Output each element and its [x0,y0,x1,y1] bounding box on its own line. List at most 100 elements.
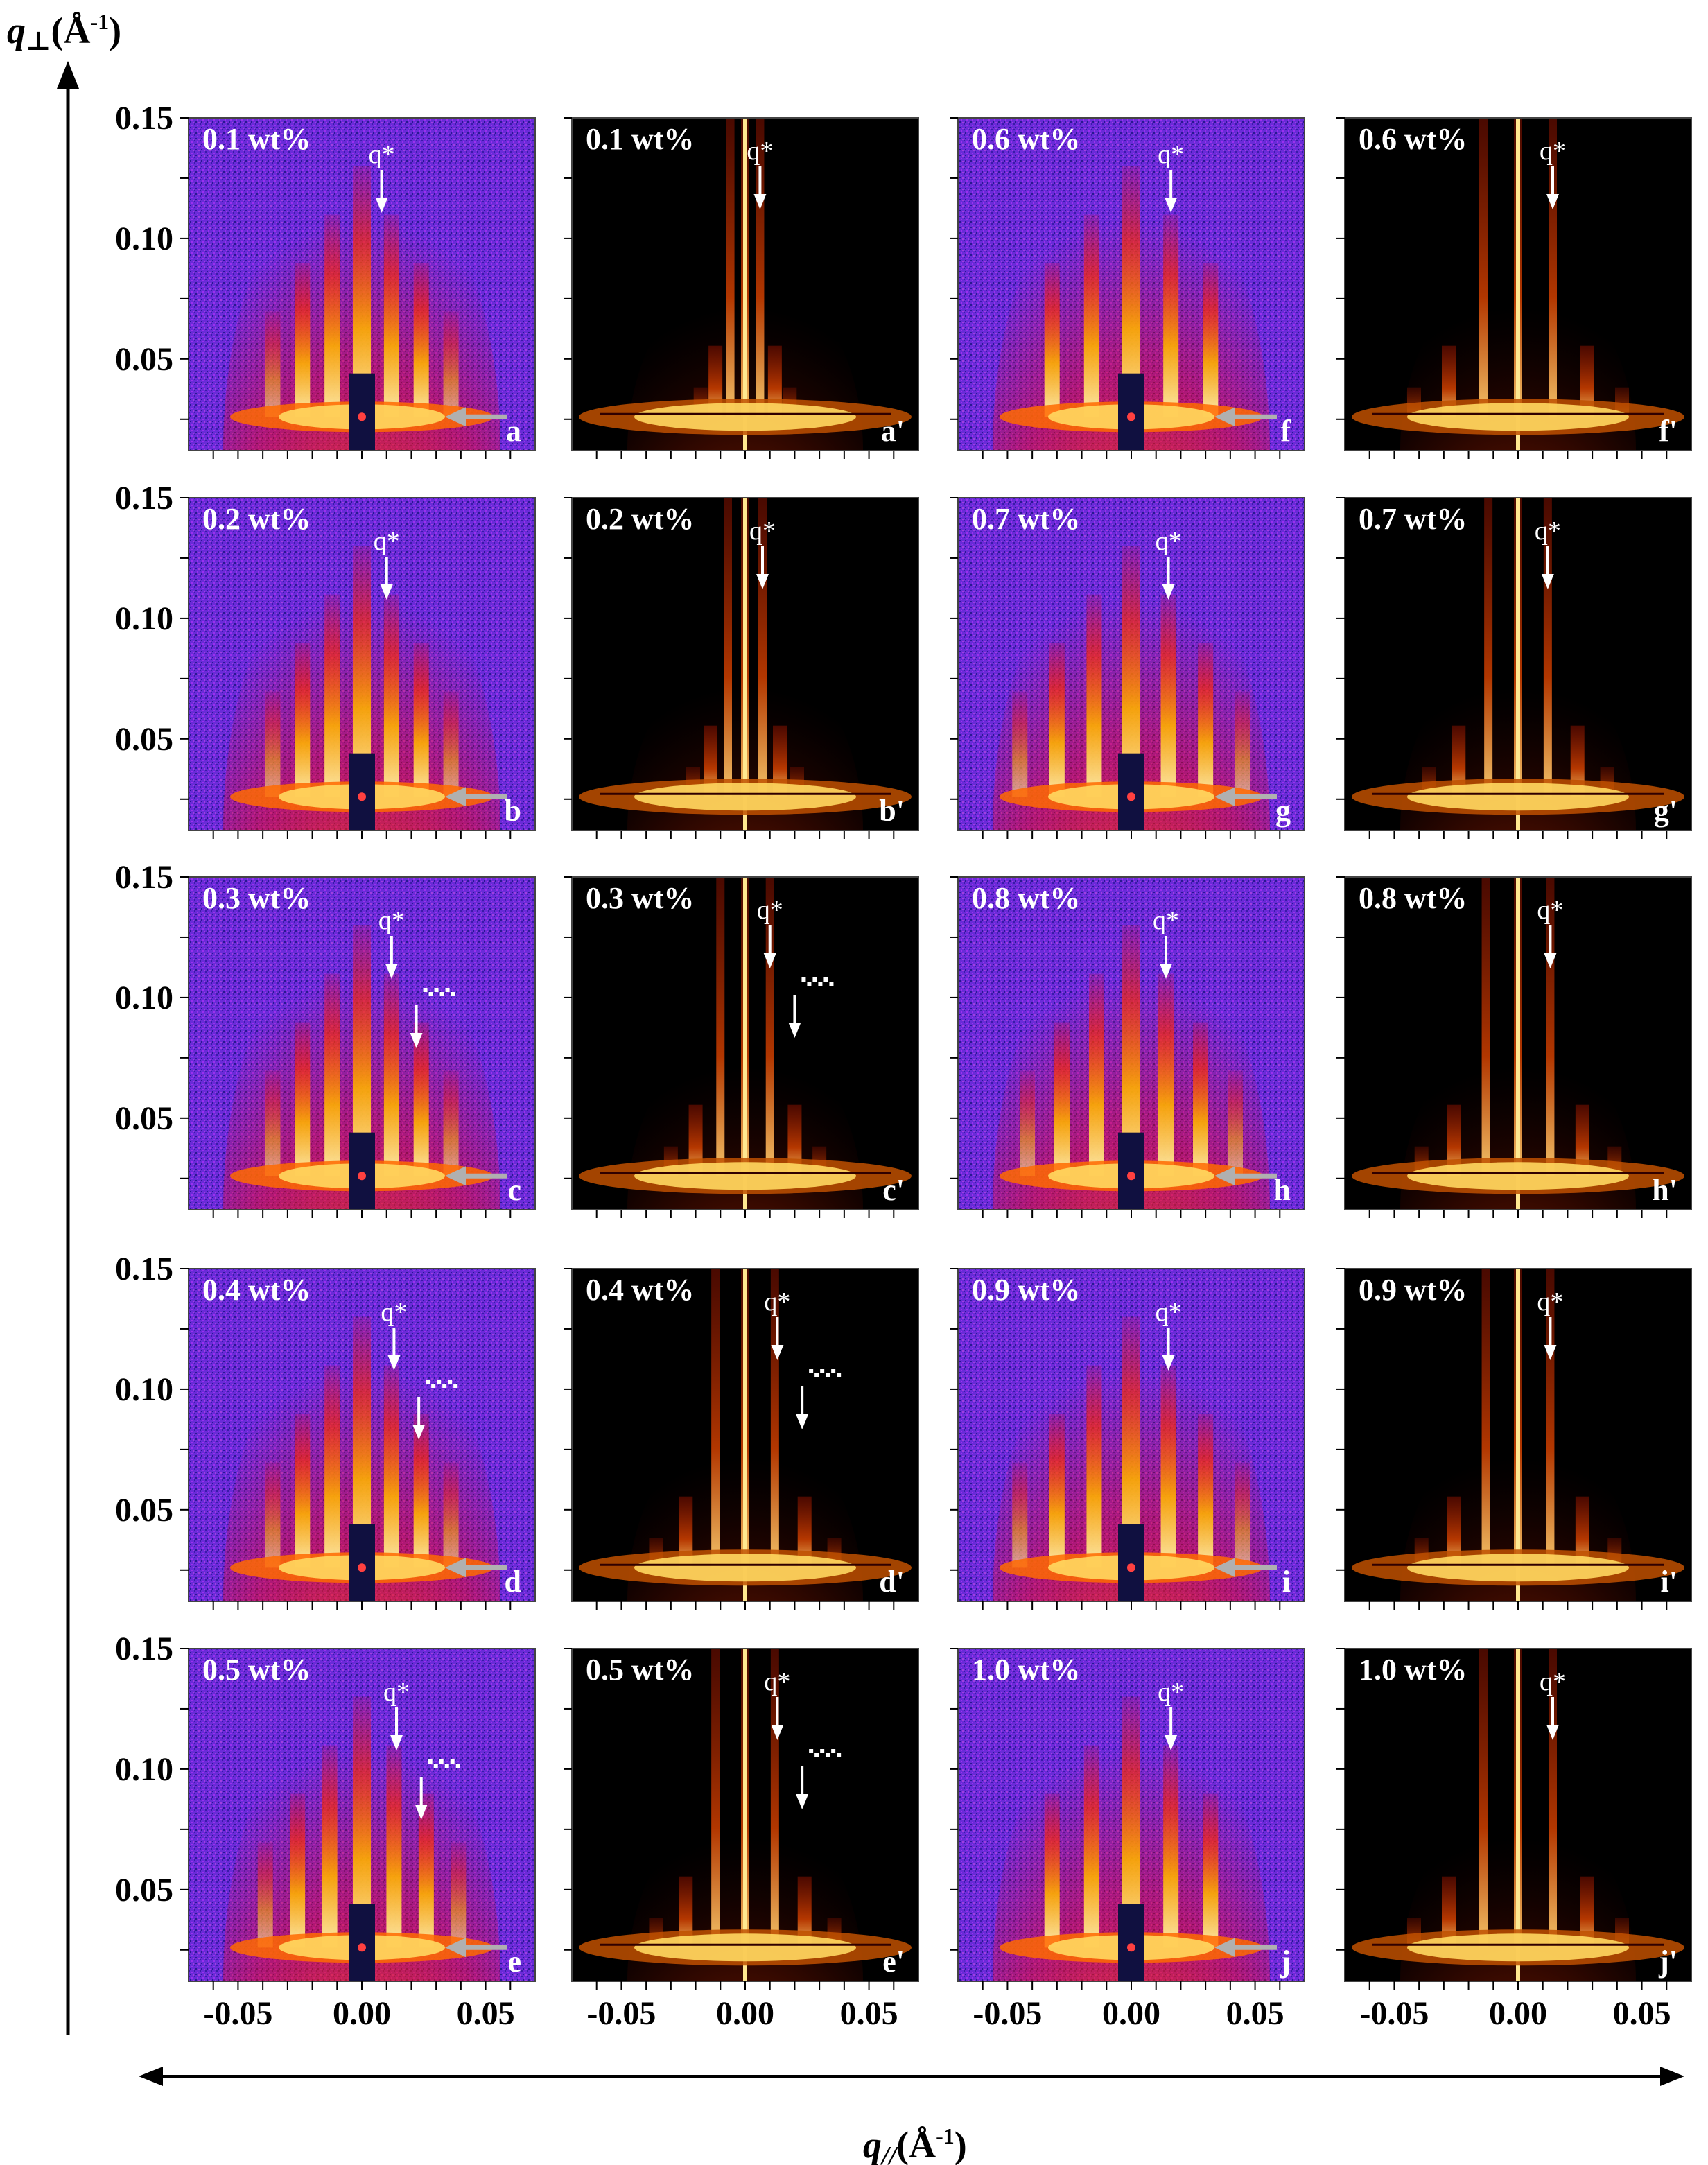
svg-text:q//(Å-1): q//(Å-1) [863,2123,967,2165]
scattering-rod [704,725,717,797]
direct-beam-spot [358,1563,366,1572]
panel-image [1345,1649,1691,1981]
yoneda-band-core [1407,783,1629,811]
panel-f: 0.6 wt% f q* [950,117,1305,459]
scattering-rod [1452,725,1466,797]
second-peak-mark [807,982,812,986]
scattering-rod [295,1022,311,1176]
scattering-rod [1580,1876,1594,1948]
scattering-rod [386,1745,402,1948]
panel-d: 0.4 wt% d q* [180,1268,536,1610]
qstar-label: q* [747,137,773,166]
scattering-rod [1086,594,1102,797]
panel-image [572,877,918,1210]
panel-image [572,498,918,831]
y-tick-label: 0.05 [115,1492,173,1529]
scattering-rod [1442,1876,1456,1948]
yoneda-band-core [634,403,856,431]
y-tick-label: 0.10 [115,980,173,1016]
yoneda-band-core [634,1554,856,1582]
qstar-label: q* [383,1678,410,1707]
panel-image [189,1649,535,1981]
qstar-label: q* [1540,137,1566,166]
second-peak-arrowhead [788,1023,801,1038]
scattering-rod [679,1876,693,1948]
x-axis-title: q//(Å-1) [863,2123,967,2165]
concentration-label: 0.5 wt% [586,1653,694,1687]
scattering-rod [322,1745,338,1948]
x-tick-label: -0.05 [586,1995,656,2032]
second-peak-mark [837,1373,842,1377]
panel-e: 0.5 wt% e q* [180,1648,536,1990]
scattering-rod [443,1070,459,1176]
second-peak-mark [439,1759,444,1764]
yoneda-arrowhead [445,1558,466,1578]
concentration-label: 0.3 wt% [202,881,311,915]
scattering-rod [724,498,732,797]
panel-letter: g' [1654,794,1678,828]
scattering-rod [1543,498,1552,797]
second-peak-mark [455,1764,460,1768]
qstar-arrowhead [390,1735,403,1750]
specular-line [1516,1269,1520,1601]
yoneda-arrowhead [1214,1166,1235,1186]
qstar-arrowhead [771,1725,784,1740]
panel-image [958,498,1305,831]
qstar-label: q* [1535,516,1561,546]
panel-image [1345,118,1691,451]
scattering-rod [324,1365,340,1568]
second-peak-mark [814,1753,819,1757]
beamstop [349,753,375,831]
second-peak-mark [442,1384,447,1388]
second-peak-mark [444,1764,449,1768]
panel-e-prime: 0.5 wt% e' q* [564,1648,919,1990]
yoneda-band-core [1407,1933,1629,1962]
qstar-label: q* [1156,1298,1182,1327]
scattering-rod [1546,1269,1555,1568]
panel-h-prime: 0.8 wt% h' q* [1336,876,1692,1218]
panel-letter: i [1282,1565,1291,1599]
scattering-rod [451,1842,467,1948]
second-peak-mark [829,982,834,986]
second-peak-mark [431,1384,436,1388]
second-peak-mark [809,1749,814,1753]
y-tick-label: 0.10 [115,1371,173,1408]
qstar-label: q* [1537,896,1563,925]
scattering-rod [265,1070,281,1176]
x-tick-label: 0.00 [1489,1995,1547,2032]
panel-a-prime: 0.1 wt% a' q* [564,117,919,459]
panel-f-prime: 0.6 wt% f' q* [1336,117,1692,459]
second-peak-mark [814,1373,819,1377]
second-peak-mark [448,1380,453,1384]
second-peak-arrowhead [796,1414,809,1429]
x-tick-labels: -0.05 0.00 0.05 -0.05 0.00 0.05 -0.05 0.00 0.05 -… [203,1995,1671,2032]
concentration-label: 0.7 wt% [1359,502,1467,536]
scattering-rod [1235,1462,1250,1568]
qstar-label: q* [1158,1678,1184,1707]
scattering-rod [383,594,399,797]
y-tick-label: 0.15 [115,1251,173,1287]
svg-text:q⊥(Å-1): q⊥(Å-1) [7,9,121,56]
y-axis-title-main: q [7,10,26,51]
qstar-label: q* [1156,527,1182,556]
panel-letter: b [505,794,521,828]
scattering-rod [265,691,281,797]
x-tick-label: 0.05 [457,1995,515,2032]
scattering-rod [383,214,399,417]
direct-beam-spot [1127,1563,1135,1572]
y-tick-label: 0.10 [115,600,173,637]
yoneda-band-core [1407,1162,1629,1190]
qstar-arrowhead [385,964,398,979]
scattering-rod [711,1649,720,1948]
x-tick-label: -0.05 [973,1995,1042,2032]
scattering-rod [765,877,774,1176]
scattering-rod [383,1365,399,1568]
yoneda-band-core [634,783,856,811]
direct-beam-spot [1127,412,1135,421]
concentration-label: 0.7 wt% [972,502,1080,536]
yoneda-arrowhead [445,787,466,807]
qstar-label: q* [381,1298,407,1327]
scattering-rod [1481,1269,1490,1568]
panel-image [1345,1269,1691,1601]
panel-g: 0.7 wt% g q* [950,497,1305,839]
